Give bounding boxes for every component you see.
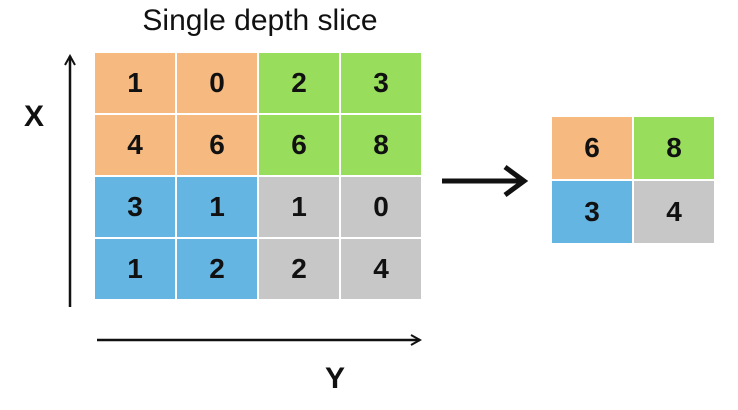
x-axis-label: X <box>24 100 45 133</box>
input-matrix-cell: 2 <box>259 239 339 299</box>
input-matrix-cell: 0 <box>177 53 257 113</box>
input-matrix-cell: 0 <box>341 177 421 237</box>
input-matrix-cell: 6 <box>259 115 339 175</box>
output-matrix-cell: 8 <box>634 117 714 179</box>
input-matrix-cell: 1 <box>95 239 175 299</box>
y-axis-label: Y <box>325 362 346 395</box>
input-matrix-cell: 8 <box>341 115 421 175</box>
output-matrix-cell: 3 <box>552 181 632 243</box>
input-matrix-cell: 4 <box>95 115 175 175</box>
input-matrix-cell: 6 <box>177 115 257 175</box>
input-matrix-cell: 3 <box>95 177 175 237</box>
output-matrix-cell: 6 <box>552 117 632 179</box>
input-matrix-cell: 1 <box>177 177 257 237</box>
input-matrix-cell: 3 <box>341 53 421 113</box>
input-matrix-cell: 4 <box>341 239 421 299</box>
diagram-title: Single depth slice <box>142 4 378 37</box>
input-matrix-cell: 2 <box>177 239 257 299</box>
output-matrix-cell: 4 <box>634 181 714 243</box>
mapping-arrow <box>442 164 529 198</box>
input-matrix-cell: 1 <box>259 177 339 237</box>
input-matrix-cell: 1 <box>95 53 175 113</box>
input-matrix-cell: 2 <box>259 53 339 113</box>
